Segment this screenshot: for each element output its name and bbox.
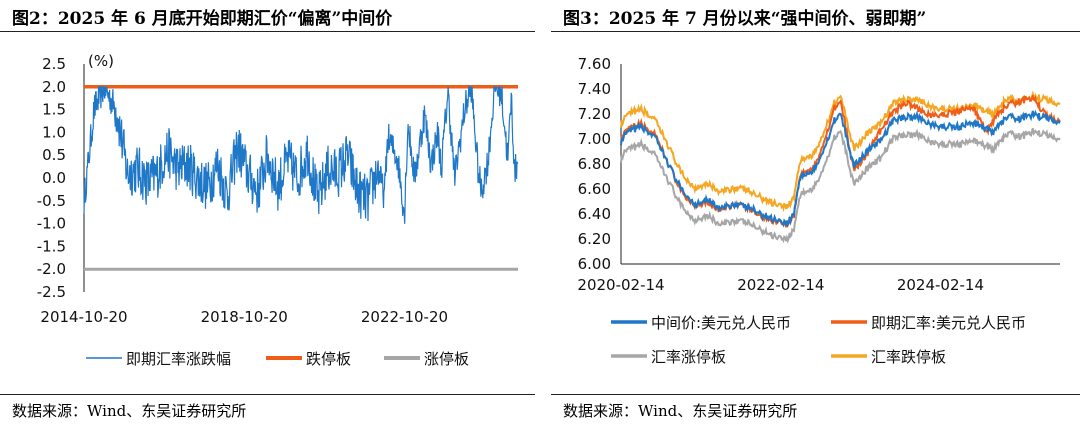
right-y-tick-label: 6.40 (578, 205, 611, 223)
right-source-note: 数据来源：Wind、东吴证券研究所 (563, 402, 798, 420)
left-x-tick-label: 2018-10-20 (201, 308, 288, 326)
left-series-spread-line (83, 84, 519, 224)
right-chart-svg: 7.60 7.40 7.20 7.00 6.80 6.60 6.40 6.20 6.00 2020… (577, 55, 1061, 366)
right-y-tick-label: 7.40 (578, 80, 611, 98)
right-series-mid-line (620, 109, 1061, 228)
left-title-rule (0, 31, 535, 32)
right-x-tick-label: 2022-02-14 (737, 276, 824, 294)
left-y-tick-label: -2.0 (37, 260, 66, 278)
right-chart-title: 图3：2025 年 7 月份以来“强中间价、弱即期” (563, 9, 927, 29)
right-series-lower-limit-line (620, 90, 1061, 213)
right-legend-lower-label: 汇率跌停板 (871, 348, 946, 366)
left-chart-svg: 2.5 2.0 1.5 1.0 0.5 0.0 -0.5 -1.0 -1.5 -2.0 -2.5 (%… (37, 52, 519, 368)
left-chart-panel: 图2：2025 年 6 月底开始即期汇价“偏离”中间价 2.5 2.0 1.5 1.0… (0, 0, 535, 431)
right-footer-rule (551, 394, 1080, 395)
left-y-tick-label: 0.5 (42, 146, 66, 164)
right-y-tick-label: 7.20 (578, 105, 611, 123)
right-y-tick-label: 7.60 (578, 55, 611, 73)
left-y-tick-label: -0.5 (37, 192, 66, 210)
panel-divider (540, 0, 546, 431)
left-y-tick-label: 2.5 (42, 55, 66, 73)
left-legend-lower-label: 涨停板 (424, 350, 469, 368)
left-y-axis-unit: (%) (88, 52, 114, 70)
left-legend-upper-label: 跌停板 (306, 350, 351, 368)
left-y-tick-label: 2.0 (42, 78, 66, 96)
right-y-tick-label: 6.20 (578, 230, 611, 248)
left-y-tick-label: -1.0 (37, 215, 66, 233)
right-y-tick-label: 6.80 (578, 155, 611, 173)
right-chart-panel: 图3：2025 年 7 月份以来“强中间价、弱即期” 7.60 7.40 7.20 7… (551, 0, 1080, 431)
left-y-tick-label: -1.5 (37, 237, 66, 255)
right-y-tick-label: 7.00 (578, 130, 611, 148)
right-x-tick-label: 2024-02-14 (897, 276, 984, 294)
left-y-tick-label: 0.0 (42, 169, 66, 187)
right-series-upper-limit-line (620, 128, 1061, 244)
left-chart-title: 图2：2025 年 6 月底开始即期汇价“偏离”中间价 (12, 9, 393, 29)
right-legend-spot-label: 即期汇率:美元兑人民币 (871, 314, 1026, 332)
right-x-tick-label: 2020-02-14 (577, 276, 664, 294)
left-x-tick-label: 2022-10-20 (361, 308, 448, 326)
left-y-tick-label: 1.0 (42, 123, 66, 141)
left-y-tick-label: -2.5 (37, 283, 66, 301)
right-legend-mid-label: 中间价:美元兑人民币 (651, 314, 791, 332)
left-legend-spread-label: 即期汇率涨跌幅 (126, 350, 231, 368)
left-x-tick-label: 2014-10-20 (40, 308, 127, 326)
left-footer-rule (0, 394, 535, 395)
right-title-rule (551, 31, 1080, 32)
left-y-tick-label: 1.5 (42, 101, 66, 119)
right-y-tick-label: 6.60 (578, 180, 611, 198)
right-legend-upper-label: 汇率涨停板 (651, 348, 726, 366)
left-source-note: 数据来源：Wind、东吴证券研究所 (12, 402, 247, 420)
right-y-tick-label: 6.00 (578, 255, 611, 273)
